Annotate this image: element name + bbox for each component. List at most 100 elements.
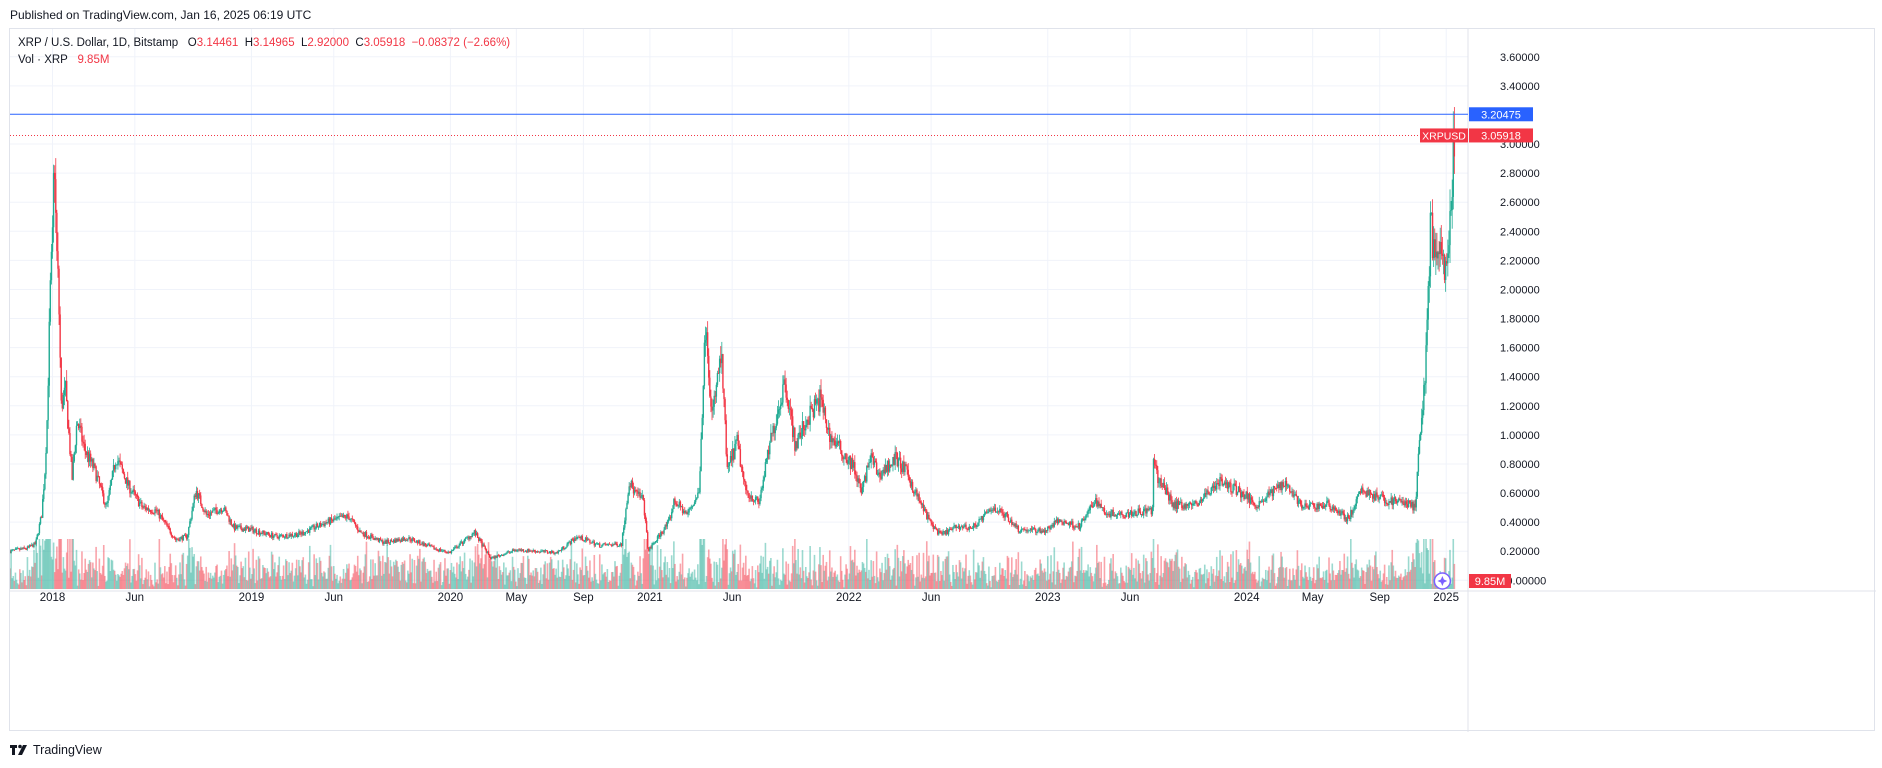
x-tick-label: Jun [1121, 592, 1140, 604]
candle-body [290, 534, 292, 537]
volume-bar [1425, 539, 1427, 589]
candle-body [354, 522, 357, 526]
candle-body [841, 450, 843, 456]
candle-body [48, 321, 50, 386]
candle-body [495, 556, 497, 558]
candle-body [1389, 501, 1391, 503]
volume-bar [1051, 582, 1053, 589]
candle-body [397, 538, 399, 542]
volume-bar [1027, 575, 1029, 589]
candle-body [693, 502, 696, 505]
volume-bar [427, 571, 430, 589]
candle-body [281, 534, 284, 536]
volume-bar [416, 555, 419, 589]
candle-body [859, 483, 861, 489]
candle-body [883, 469, 885, 474]
candle-body [209, 512, 212, 516]
volume-bar [284, 559, 287, 589]
volume-bar [606, 569, 609, 589]
volume-bar [207, 572, 210, 589]
volume-bar [1098, 561, 1100, 589]
volume-bar [281, 575, 284, 589]
volume-bar [1096, 544, 1098, 589]
chart-frame[interactable]: 3.60000 3.40000 3.00000 2.80000 2.60000 2.400… [9, 28, 1876, 732]
candle-body [1104, 513, 1107, 515]
candle-body [181, 536, 183, 541]
volume-bar [231, 570, 234, 589]
candle-body [1275, 488, 1278, 489]
volume-bar [633, 574, 636, 589]
candle-body [943, 531, 945, 532]
volume-bar [667, 577, 670, 589]
volume-bar [1152, 539, 1155, 589]
candle-body [204, 510, 206, 512]
volume-bar [568, 575, 571, 589]
candle-body [1085, 515, 1087, 519]
candle-body [930, 519, 932, 523]
volume-bar [1106, 583, 1109, 589]
candle-body [1050, 525, 1052, 530]
volume-bar [358, 575, 360, 589]
volume-bar [407, 570, 409, 589]
volume-bar [923, 578, 926, 589]
volume-bar [491, 561, 493, 589]
volume-bar [1147, 574, 1149, 589]
volume-bar [705, 575, 708, 589]
volume-bar [804, 566, 807, 589]
volume-bar [1185, 564, 1188, 589]
volume-bar [299, 566, 301, 589]
volume-bar [828, 550, 831, 589]
volume-bar [1031, 575, 1034, 589]
volume-bar [134, 574, 137, 589]
candle-body [638, 492, 640, 494]
volume-bar [352, 573, 355, 589]
volume-bar [196, 561, 199, 589]
volume-bar [140, 578, 142, 589]
candle-body [1057, 519, 1060, 524]
candle-body [493, 556, 495, 559]
volume-bar [1120, 567, 1122, 589]
candle-body [242, 528, 244, 532]
candle-body [263, 530, 265, 533]
candle-body [1031, 528, 1034, 530]
candle-body [1340, 513, 1342, 516]
candle-body [1134, 511, 1136, 513]
volume-bar [816, 585, 819, 589]
candle-body [1394, 497, 1397, 502]
candle-body [428, 544, 431, 546]
volume-bar [34, 562, 36, 589]
candle-body [860, 488, 863, 494]
volume-bar [994, 566, 997, 589]
candle-body [460, 541, 462, 543]
candle-body [571, 538, 574, 540]
volume-bar [168, 566, 170, 589]
volume-bar [820, 565, 822, 589]
volume-bar [596, 583, 599, 589]
volume-bar [1008, 584, 1011, 589]
volume-bar [618, 575, 621, 589]
candle-body [227, 515, 229, 517]
candle-body [675, 502, 677, 505]
y-tick-label: 1.60000 [1500, 343, 1540, 355]
volume-bar [1409, 569, 1412, 589]
price-chart[interactable]: 3.600003.400003.000002.800002.600002.400… [10, 29, 1876, 732]
volume-bar [173, 575, 176, 589]
candle-body [649, 547, 651, 551]
volume-bar [446, 568, 448, 589]
candle-body [389, 539, 392, 543]
volume-bar [28, 569, 31, 589]
volume-bar [857, 572, 859, 589]
volume-bar [801, 550, 804, 589]
volume-bar [1016, 574, 1019, 589]
volume-bar [991, 575, 993, 589]
volume-bar [881, 562, 883, 589]
volume-bar [117, 574, 119, 589]
volume-bar [255, 559, 258, 589]
volume-bar [1247, 559, 1250, 589]
volume-bar [165, 583, 167, 589]
volume-bar [1012, 577, 1014, 589]
candle-body [1265, 498, 1267, 501]
candle-body [1027, 530, 1029, 532]
volume-bar [1331, 563, 1334, 589]
candle-body [1420, 417, 1423, 433]
